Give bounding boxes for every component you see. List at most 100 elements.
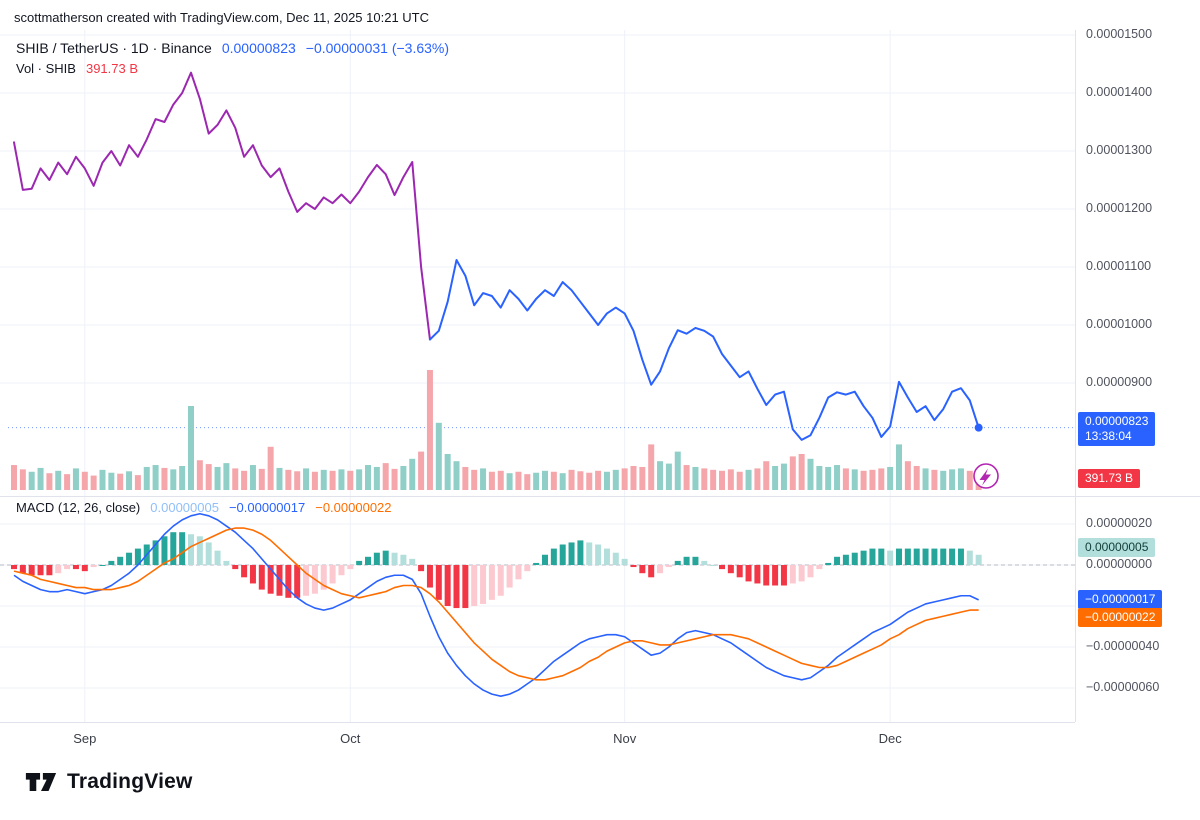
volume-label: Vol · SHIB	[16, 61, 76, 76]
macd-legend[interactable]: MACD (12, 26, close) 0.00000005 −0.00000…	[16, 500, 392, 515]
macd-hist-bar	[922, 548, 929, 565]
macd-hist-bar	[134, 548, 141, 565]
volume-bar	[559, 473, 566, 490]
macd-signal-value: −0.00000022	[315, 500, 392, 515]
flash-icon[interactable]	[973, 463, 999, 489]
macd-hist-bar	[196, 536, 203, 565]
volume-bar	[754, 468, 761, 490]
volume-bar	[603, 471, 610, 490]
macd-hist-bar	[108, 560, 115, 565]
volume-bar	[621, 468, 628, 490]
volume-bar	[825, 466, 832, 490]
macd-signal-line	[13, 527, 979, 681]
volume-bar	[311, 471, 318, 490]
macd-hist-bar	[28, 565, 35, 576]
macd-hist-bar	[19, 565, 26, 574]
macd-hist-bar	[975, 554, 982, 565]
volume-bar	[37, 467, 44, 490]
volume-bar	[55, 470, 62, 490]
volume-bar	[896, 444, 902, 490]
macd-hist-bar	[586, 542, 593, 565]
macd-hist-bar	[72, 565, 79, 570]
volume-bar	[249, 465, 256, 490]
volume-bar	[763, 461, 770, 490]
volume-bar	[772, 466, 779, 490]
volume-bar	[780, 463, 787, 490]
volume-bar	[727, 469, 734, 490]
tradingview-logo[interactable]: TradingView	[24, 768, 193, 795]
macd-hist-bar	[329, 565, 336, 584]
volume-bar	[462, 466, 469, 490]
macd-hist-bar	[595, 544, 602, 565]
volume-bar	[303, 468, 310, 490]
volume-value: 391.73 B	[85, 61, 139, 76]
tradingview-wordmark: TradingView	[67, 769, 193, 793]
macd-hist-bar	[639, 565, 646, 574]
symbol-title: SHIB / TetherUS · 1D · Binance	[16, 40, 212, 56]
macd-hist-bar	[727, 565, 734, 574]
macd-hist-bar	[887, 550, 894, 565]
volume-bar	[232, 468, 239, 490]
volume-bar	[117, 473, 124, 490]
volume-bar	[409, 458, 416, 490]
macd-hist-bar	[577, 540, 584, 565]
macd-hist-bar	[701, 560, 708, 565]
macd-hist-bar	[188, 534, 194, 565]
macd-hist-bar	[488, 565, 495, 600]
macd-hist-bar	[285, 565, 292, 598]
volume-bar	[736, 471, 743, 490]
macd-hist-bar	[81, 565, 88, 572]
macd-line-value: −0.00000017	[228, 500, 306, 515]
macd-hist-bar	[373, 552, 380, 565]
macd-hist-bar	[825, 562, 832, 565]
macd-hist-bar	[294, 565, 301, 598]
macd-hist-bar	[444, 565, 451, 606]
volume-bar	[223, 463, 230, 490]
volume-bar	[692, 466, 699, 490]
macd-hist-bar	[692, 556, 699, 565]
volume-bar	[453, 461, 460, 490]
volume-bar	[28, 471, 35, 490]
volume-bar	[789, 456, 796, 490]
macd-hist-bar	[37, 565, 44, 576]
volume-bar	[294, 471, 301, 490]
volume-legend[interactable]: Vol · SHIB 391.73 B	[16, 61, 138, 76]
macd-hist-bar	[949, 548, 956, 565]
volume-bar	[329, 470, 336, 490]
volume-bar	[90, 475, 97, 490]
symbol-legend[interactable]: SHIB / TetherUS · 1D · Binance 0.0000082…	[16, 40, 449, 56]
volume-bar	[869, 469, 876, 490]
macd-hist-bar	[480, 565, 487, 604]
volume-bar	[382, 463, 389, 490]
macd-hist-bar	[126, 552, 133, 565]
price-change-value: −0.00000031 (−3.63%)	[305, 40, 450, 56]
volume-bar	[860, 470, 867, 490]
macd-hist-bar	[205, 542, 212, 565]
macd-hist-bar	[612, 552, 619, 565]
volume-bar	[471, 469, 478, 490]
macd-hist-bar	[152, 540, 159, 565]
volume-bars	[11, 370, 982, 490]
volume-bar	[639, 466, 646, 490]
volume-bar	[267, 446, 274, 490]
macd-hist-bar	[772, 565, 779, 586]
volume-bar	[72, 468, 79, 490]
macd-hist-bar	[391, 552, 398, 565]
volume-bar	[807, 458, 814, 490]
macd-hist-bar	[241, 565, 248, 578]
macd-hist-bar	[303, 565, 310, 596]
macd-hist-bar	[258, 565, 265, 590]
macd-hist-bar	[506, 565, 513, 588]
macd-hist-bar	[320, 565, 327, 590]
volume-bar	[126, 471, 133, 490]
volume-bar	[11, 465, 17, 490]
volume-bar	[957, 468, 964, 490]
macd-hist-bar	[365, 556, 371, 565]
volume-badge: 391.73 B	[1078, 469, 1141, 488]
macd-hist-bar	[736, 565, 743, 578]
macd-hist-bar	[533, 562, 540, 565]
current-price-text: 0.00000823	[1085, 414, 1149, 428]
volume-bar	[134, 475, 141, 490]
volume-bar	[683, 465, 690, 490]
